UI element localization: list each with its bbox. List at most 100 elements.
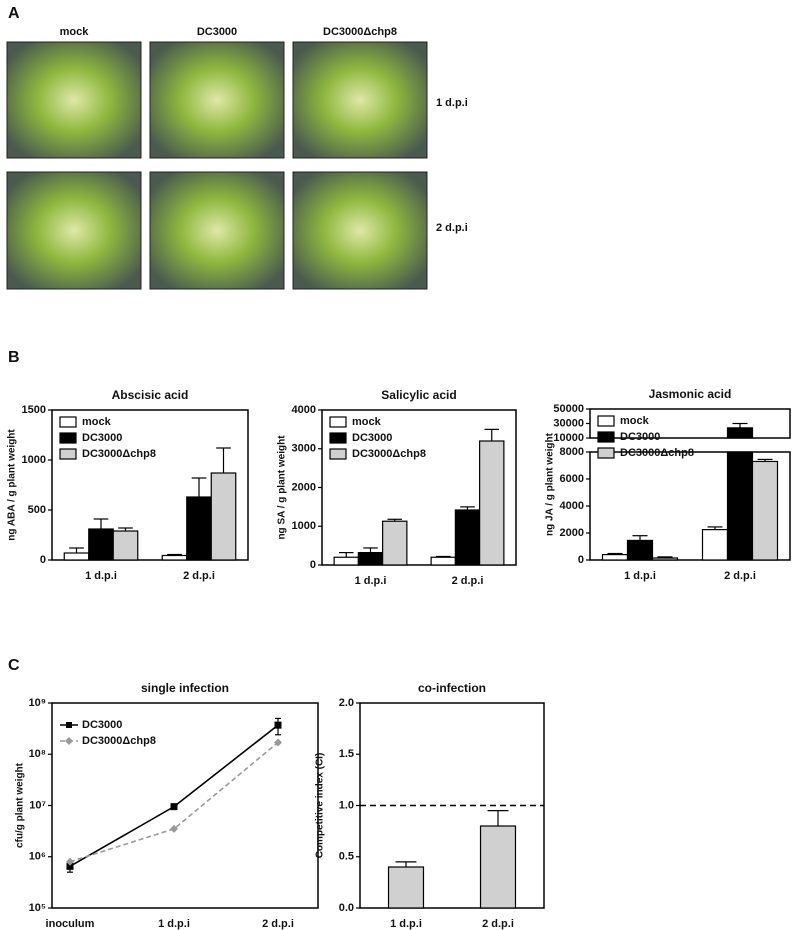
- bar: [701, 529, 729, 561]
- bar: [479, 825, 517, 909]
- legend-swatch: [59, 448, 77, 460]
- bar: [210, 472, 237, 561]
- x-tick-label: 2 d.p.i: [482, 918, 514, 930]
- row-label: 2 d.p.i: [436, 222, 468, 234]
- plant-photo: [149, 171, 285, 290]
- y-tick-label: 1.0: [339, 799, 354, 811]
- bar: [88, 528, 114, 561]
- y-tick-label: 1000: [22, 454, 46, 466]
- marker: [170, 803, 178, 811]
- y-tick-label: 0: [578, 554, 584, 566]
- panel-label: B: [8, 349, 20, 366]
- y-axis-label: Competitive index (CI): [315, 753, 326, 859]
- y-tick-label: 0.5: [339, 851, 354, 863]
- panel-label: C: [8, 657, 20, 674]
- x-tick-label: 1 d.p.i: [624, 570, 656, 582]
- plant-photo: [149, 41, 285, 159]
- legend-label: DC3000: [82, 719, 122, 731]
- legend-label: DC3000Δchp8: [620, 447, 694, 459]
- column-label: DC3000Δchp8: [323, 26, 397, 38]
- bar: [626, 539, 654, 561]
- bar: [333, 556, 359, 566]
- legend-swatch: [59, 432, 77, 444]
- y-tick-label: 2000: [560, 527, 584, 539]
- y-tick-label: 3000: [292, 443, 316, 455]
- legend-swatch: [329, 448, 347, 460]
- y-tick-label: 1.5: [339, 748, 354, 760]
- y-axis-label: cfu/g plant weight: [15, 762, 26, 848]
- x-tick-label: inoculum: [46, 918, 95, 930]
- y-tick-label: 2.0: [339, 697, 354, 709]
- legend-swatch: [597, 415, 615, 427]
- legend-swatch: [329, 416, 347, 428]
- y-axis-label: ng SA / g plant weight: [277, 435, 288, 540]
- legend-label: DC3000: [352, 432, 392, 444]
- plant-photo: [6, 41, 142, 159]
- bar: [726, 427, 754, 439]
- y-tick-label: 10⁸: [29, 748, 46, 760]
- x-tick-label: 1 d.p.i: [158, 918, 190, 930]
- bar: [357, 551, 384, 566]
- legend-label: DC3000Δchp8: [352, 448, 426, 460]
- legend-marker: [66, 722, 72, 728]
- row-label: 1 d.p.i: [436, 97, 468, 109]
- x-tick-label: 2 d.p.i: [262, 918, 294, 930]
- x-tick-label: 2 d.p.i: [183, 570, 215, 582]
- y-tick-label: 10⁶: [29, 851, 46, 863]
- legend-label: mock: [82, 416, 112, 428]
- legend-label: mock: [620, 415, 650, 427]
- chart-title: co-infection: [418, 681, 486, 695]
- plant-photo: [6, 171, 142, 290]
- y-tick-label: 30000: [553, 417, 584, 429]
- y-tick-label: 0: [310, 559, 316, 571]
- line: [69, 741, 279, 863]
- x-tick-label: 2 d.p.i: [452, 575, 484, 587]
- legend-marker: [65, 737, 73, 745]
- x-tick-label: 1 d.p.i: [85, 570, 117, 582]
- chart-title: Abscisic acid: [112, 388, 189, 402]
- legend-label: DC3000: [82, 432, 122, 444]
- marker: [66, 857, 74, 866]
- bar: [751, 460, 779, 561]
- chart-title: Salicylic acid: [381, 388, 456, 402]
- y-tick-label: 0.0: [339, 902, 354, 914]
- legend-label: DC3000Δchp8: [82, 735, 156, 747]
- bar: [186, 496, 212, 561]
- y-tick-label: 500: [28, 504, 46, 516]
- panel-label: A: [8, 5, 20, 22]
- bar: [387, 866, 425, 909]
- bar: [601, 553, 629, 561]
- x-tick-label: 2 d.p.i: [724, 570, 756, 582]
- y-tick-label: 1000: [292, 520, 316, 532]
- y-tick-label: 4000: [560, 500, 584, 512]
- y-tick-label: 8000: [560, 446, 584, 458]
- marker: [170, 824, 178, 833]
- y-axis-label: ng ABA / g plant weight: [7, 429, 18, 541]
- y-axis-label: ng JA / g plant weight: [545, 432, 556, 536]
- plant-photo: [292, 41, 428, 159]
- marker: [66, 862, 74, 870]
- bar: [479, 440, 505, 566]
- x-tick-label: 1 d.p.i: [355, 575, 387, 587]
- legend-label: mock: [352, 416, 382, 428]
- plot-frame: [51, 409, 249, 561]
- y-tick-label: 2000: [292, 481, 316, 493]
- bar: [651, 557, 679, 561]
- chart-title: single infection: [141, 681, 229, 695]
- legend-swatch: [59, 416, 77, 428]
- chart-title: Jasmonic acid: [649, 387, 732, 401]
- y-tick-label: 1500: [22, 404, 46, 416]
- bar: [382, 520, 408, 566]
- bar: [112, 530, 139, 561]
- y-tick-label: 10⁵: [29, 902, 46, 914]
- y-tick-label: 50000: [553, 403, 584, 415]
- y-tick-label: 10⁹: [29, 697, 46, 709]
- y-tick-label: 10⁷: [29, 799, 46, 811]
- marker: [274, 738, 282, 747]
- legend-label: DC3000: [620, 431, 660, 443]
- bar: [63, 552, 90, 561]
- bar: [161, 554, 188, 561]
- bar: [430, 556, 456, 566]
- plant-photo: [292, 171, 428, 290]
